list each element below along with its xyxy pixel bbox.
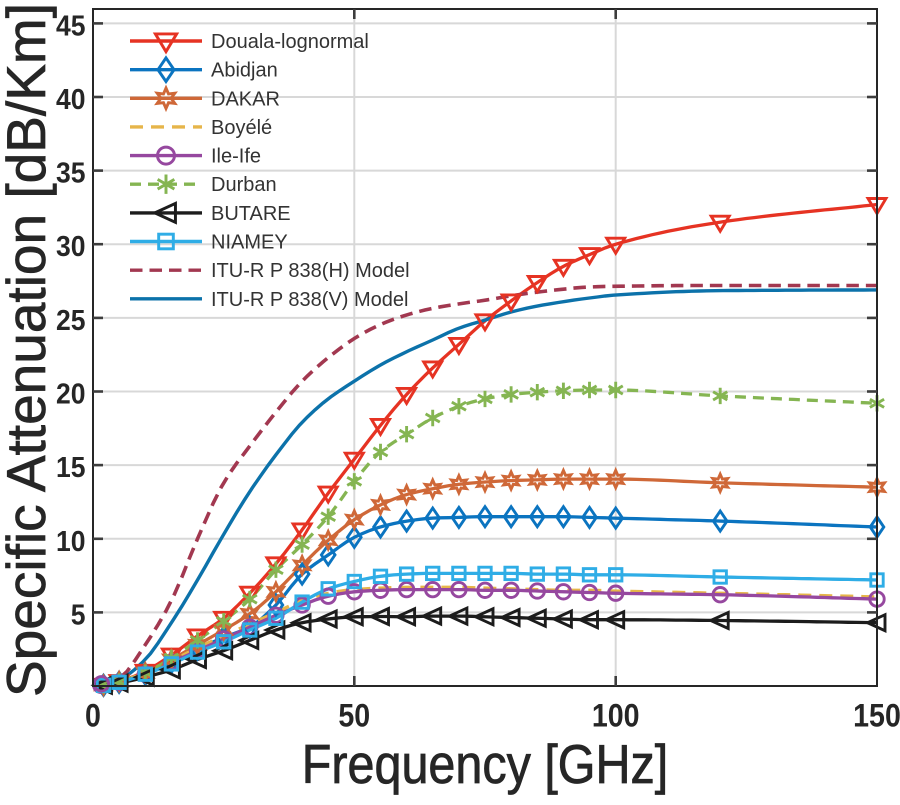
svg-text:25: 25 [56,304,85,336]
svg-text:10: 10 [56,525,85,557]
svg-text:Boyélé: Boyélé [211,117,272,139]
svg-text:30: 30 [56,230,85,262]
svg-text:Ile-Ife: Ile-Ife [211,146,261,168]
svg-text:100: 100 [592,698,640,734]
svg-text:BUTARE: BUTARE [211,203,291,225]
svg-text:40: 40 [56,83,85,115]
svg-text:0: 0 [85,698,101,734]
svg-text:Frequency [GHz]: Frequency [GHz] [302,733,669,794]
svg-text:Abidjan: Abidjan [211,60,278,82]
svg-text:ITU-R P 838(V) Model: ITU-R P 838(V) Model [211,289,408,311]
svg-text:Durban: Durban [211,174,277,196]
svg-text:15: 15 [56,451,85,483]
svg-text:DAKAR: DAKAR [211,88,280,110]
svg-text:45: 45 [56,10,85,42]
svg-text:5: 5 [71,599,86,631]
svg-text:ITU-R P 838(H) Model: ITU-R P 838(H) Model [211,260,410,282]
svg-text:20: 20 [56,378,85,410]
svg-text:150: 150 [853,698,900,734]
svg-text:Douala-lognormal: Douala-lognormal [211,31,369,53]
svg-text:50: 50 [338,698,370,734]
svg-text:Specific Attenuation [dB/Km]: Specific Attenuation [dB/Km] [0,3,57,697]
svg-text:NIAMEY: NIAMEY [211,232,288,254]
svg-text:35: 35 [56,157,85,189]
